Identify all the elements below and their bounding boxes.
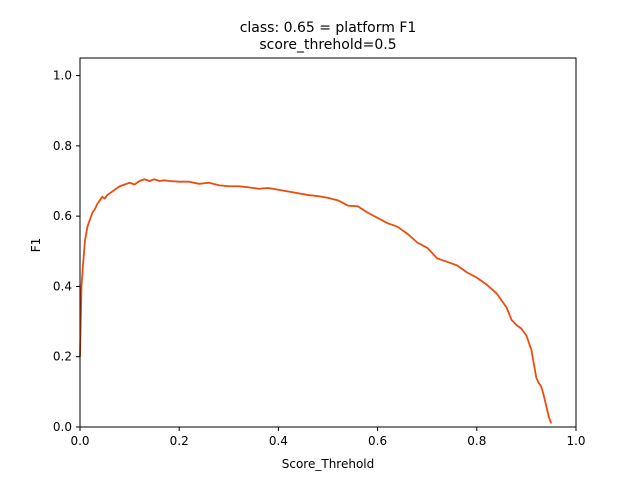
x-tick-label: 1.0 xyxy=(566,434,585,448)
y-tick-label: 0.6 xyxy=(53,209,72,223)
x-tick-label: 0.2 xyxy=(170,434,189,448)
plot-area xyxy=(79,57,577,428)
x-tick-label: 0.0 xyxy=(70,434,89,448)
x-axis: 0.0 0.2 0.4 0.6 0.8 1.0 xyxy=(70,427,586,448)
y-axis: 0.0 0.2 0.4 0.6 0.8 1.0 xyxy=(53,69,80,434)
x-tick-label: 0.8 xyxy=(467,434,486,448)
y-tick-label: 0.2 xyxy=(53,350,72,364)
y-tick-label: 0.4 xyxy=(53,279,72,293)
y-axis-label: F1 xyxy=(29,238,43,253)
y-tick-label: 0.0 xyxy=(53,420,72,434)
y-tick-label: 0.8 xyxy=(53,139,72,153)
axes-frame xyxy=(79,57,577,428)
x-tick-label: 0.4 xyxy=(269,434,288,448)
x-axis-label: Score_Threhold xyxy=(282,457,375,471)
chart-subtitle: score_threhold=0.5 xyxy=(259,37,396,53)
x-tick-label: 0.6 xyxy=(368,434,387,448)
series-line-0 xyxy=(79,178,553,424)
chart-title: class: 0.65 = platform F1 xyxy=(240,20,417,36)
y-tick-label: 1.0 xyxy=(53,69,72,83)
